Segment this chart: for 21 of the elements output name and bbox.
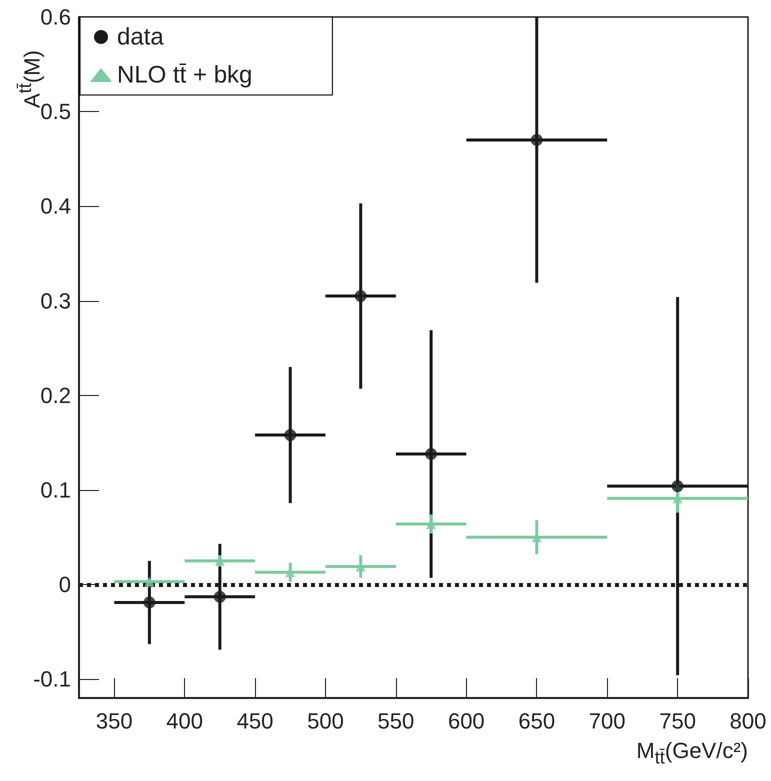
y-tick-label: 0 [58, 572, 71, 597]
y-tick-label: 0.3 [40, 288, 71, 314]
y-tick-label: -0.1 [33, 666, 71, 692]
x-tick-label: 750 [659, 708, 696, 734]
x-axis-title: M$_{tt̄}$(GeV/c²) [636, 738, 748, 768]
x-tick-label: 650 [518, 708, 556, 734]
x-tick-label: 450 [236, 708, 274, 734]
x-tick-label: 550 [378, 708, 414, 734]
x-tick-label: 350 [96, 708, 133, 734]
x-tick-label: 700 [588, 708, 626, 734]
x-tick-label: 600 [448, 708, 485, 734]
y-tick-label: 0.5 [40, 99, 71, 124]
x-tick-label: 800 [730, 708, 766, 734]
y-tick-label: 0.4 [40, 194, 71, 219]
x-tick-label: 400 [166, 708, 203, 734]
y-tick-label: 0.6 [40, 4, 71, 30]
legend-label: data [117, 24, 164, 50]
legend-label: NLO tt̄ + bkg [117, 62, 252, 88]
y-tick-label: 0.2 [40, 382, 71, 408]
x-tick-label: 500 [307, 708, 344, 734]
y-tick-label: 0.1 [40, 477, 71, 502]
